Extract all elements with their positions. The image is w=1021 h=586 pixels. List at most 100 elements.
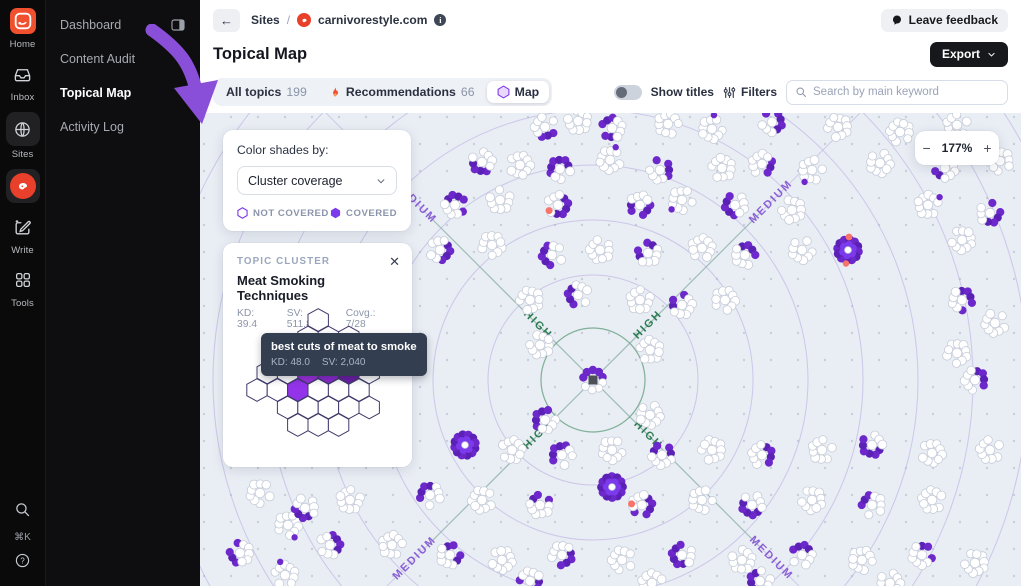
search-icon[interactable]: [14, 501, 31, 523]
topic-cluster-node[interactable]: [787, 236, 817, 266]
topic-cluster-node[interactable]: [450, 430, 480, 460]
search-input[interactable]: [813, 86, 999, 98]
tab-all-topics[interactable]: All topics 199: [226, 85, 307, 99]
topic-cluster-node[interactable]: [537, 241, 566, 270]
hex-cell[interactable]: [307, 413, 329, 437]
topic-cluster-node[interactable]: [960, 549, 989, 579]
rail-item-tools[interactable]: Tools: [6, 265, 40, 309]
topic-cluster-node[interactable]: [980, 308, 1010, 338]
topic-cluster-node[interactable]: [439, 190, 468, 220]
topic-cluster-node[interactable]: [857, 491, 886, 520]
topic-cluster-node[interactable]: [668, 186, 697, 215]
topic-cluster-node[interactable]: [789, 540, 817, 570]
topic-cluster-node[interactable]: [807, 435, 837, 464]
topic-cluster-node[interactable]: [597, 472, 627, 502]
topic-cluster-node[interactable]: [645, 156, 674, 185]
topic-cluster-node[interactable]: [595, 144, 625, 175]
panel-collapse-icon[interactable]: [170, 17, 186, 33]
topic-cluster-node[interactable]: [917, 485, 947, 514]
breadcrumb-site-name[interactable]: carnivorestyle.com: [318, 13, 428, 27]
topic-cluster-node[interactable]: [747, 440, 776, 469]
sidebar-item-topical-map[interactable]: Topical Map: [60, 86, 132, 100]
topic-cluster-node[interactable]: [885, 117, 914, 147]
topic-cluster-node[interactable]: [546, 155, 575, 184]
breadcrumb-sites[interactable]: Sites: [251, 13, 280, 27]
topic-cluster-node[interactable]: [477, 231, 507, 260]
topic-cluster-node[interactable]: [777, 195, 806, 225]
show-titles-toggle[interactable]: [613, 84, 642, 100]
topic-cluster-node[interactable]: [738, 491, 767, 520]
topic-cluster-node[interactable]: [515, 285, 544, 315]
topic-cluster-node[interactable]: [543, 190, 573, 219]
topic-cluster-node[interactable]: [797, 486, 827, 516]
topic-cluster-node[interactable]: [635, 334, 665, 364]
topic-cluster-node[interactable]: [290, 493, 319, 523]
rail-item-site-avatar[interactable]: [5, 169, 40, 203]
hex-cell[interactable]: [358, 395, 380, 420]
topic-cluster-node[interactable]: [606, 545, 636, 575]
topic-cluster-node[interactable]: [947, 286, 977, 315]
zoom-in-button[interactable]: +: [983, 140, 992, 156]
topic-cluster-node[interactable]: [727, 545, 757, 574]
topic-cluster-node[interactable]: [579, 365, 608, 395]
sidebar-item-dashboard[interactable]: Dashboard: [46, 8, 200, 42]
topic-cluster-node[interactable]: [225, 538, 254, 567]
close-icon[interactable]: ✕: [389, 254, 400, 269]
topic-cluster-node[interactable]: [907, 541, 936, 571]
topic-cluster-node[interactable]: [848, 545, 877, 576]
topic-cluster-node[interactable]: [525, 490, 554, 520]
topic-cluster-node[interactable]: [947, 226, 977, 256]
topic-cluster-node[interactable]: [563, 280, 592, 309]
topic-cluster-node[interactable]: [731, 241, 760, 270]
filters-button[interactable]: Filters: [723, 85, 777, 99]
topic-cluster-node[interactable]: [698, 113, 727, 145]
topic-cluster-node[interactable]: [697, 435, 726, 465]
topic-cluster-node[interactable]: [858, 430, 888, 459]
topic-cluster-node[interactable]: [466, 485, 496, 515]
zoom-out-button[interactable]: −: [922, 140, 931, 156]
leave-feedback-button[interactable]: Leave feedback: [880, 8, 1008, 32]
topic-cluster-node[interactable]: [974, 435, 1004, 464]
topic-cluster-node[interactable]: [598, 113, 627, 142]
topic-cluster-node[interactable]: [668, 290, 698, 320]
topic-cluster-node[interactable]: [335, 485, 365, 514]
hex-cell[interactable]: [287, 413, 309, 437]
topic-cluster-node[interactable]: [976, 198, 1005, 227]
topic-cluster-node[interactable]: [720, 192, 749, 220]
topic-cluster-node[interactable]: [917, 439, 948, 468]
info-icon[interactable]: i: [434, 14, 447, 26]
tab-recommendations[interactable]: Recommendations 66: [319, 81, 485, 103]
topic-cluster-node[interactable]: [647, 441, 676, 471]
topic-cluster-node[interactable]: [245, 479, 275, 508]
topic-cluster-node[interactable]: [959, 365, 989, 395]
sidebar-item-content-audit[interactable]: Content Audit: [60, 52, 136, 66]
help-icon[interactable]: ?: [14, 552, 31, 574]
topic-cluster-node[interactable]: [707, 152, 736, 182]
topic-cluster-node[interactable]: [628, 489, 657, 519]
hex-cell[interactable]: [327, 413, 350, 437]
topic-cluster-node[interactable]: [654, 113, 683, 139]
topic-cluster-node[interactable]: [626, 190, 655, 219]
topic-cluster-node[interactable]: [562, 113, 592, 135]
topic-cluster-node[interactable]: [485, 185, 515, 214]
topic-cluster-node[interactable]: [531, 406, 560, 435]
topic-cluster-node[interactable]: [746, 566, 776, 586]
topic-cluster-node[interactable]: [711, 286, 741, 315]
topic-cluster-node[interactable]: [876, 568, 906, 586]
topic-cluster-node[interactable]: [468, 147, 498, 176]
back-button[interactable]: ←: [213, 8, 240, 32]
topic-cluster-node[interactable]: [747, 148, 777, 177]
topic-cluster-node[interactable]: [270, 558, 300, 586]
topic-cluster-node[interactable]: [913, 189, 943, 219]
topic-cluster-node[interactable]: [584, 235, 614, 265]
topic-cluster-node[interactable]: [426, 236, 455, 265]
topic-cluster-node[interactable]: [625, 285, 655, 314]
topic-cluster-node[interactable]: [498, 435, 527, 465]
topic-cluster-node[interactable]: [687, 233, 717, 262]
rail-item-home[interactable]: Home: [6, 6, 40, 50]
export-button[interactable]: Export: [929, 41, 1008, 67]
topic-cluster-node[interactable]: [688, 485, 717, 515]
topic-cluster-node[interactable]: [798, 155, 827, 186]
topic-cluster-node[interactable]: [942, 339, 972, 368]
sidebar-item-activity-log[interactable]: Activity Log: [60, 120, 124, 134]
